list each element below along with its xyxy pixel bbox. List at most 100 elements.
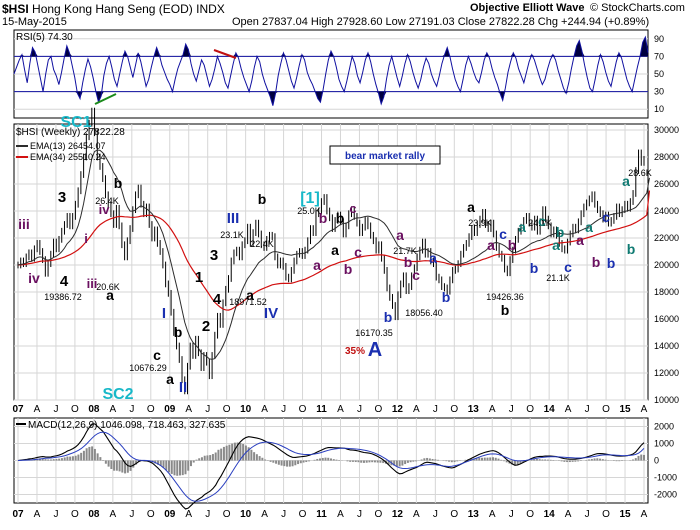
elliott-wave-label: b [508,237,517,253]
price-tick-label: 26000 [654,179,679,189]
rsi-tick-label: 10 [654,104,664,114]
elliott-wave-label: a [313,257,321,273]
price-x-tick-label: O [450,404,458,415]
elliott-wave-label: a [246,287,254,303]
elliott-wave-label: a [467,199,475,215]
price-x-tick-label: 12 [392,404,404,415]
rsi-divergence-marker [213,49,237,59]
elliott-wave-label: SC1 [60,114,91,131]
price-x-tick-label: O [147,404,155,415]
price-tick-label: 14000 [654,341,679,351]
price-point-label: 28.6K [628,168,652,178]
price-x-tick-label: 09 [164,404,176,415]
macd-x-tick-label: A [34,509,41,520]
price-x-tick-label: 11 [316,404,327,415]
elliott-wave-label: b [607,255,616,271]
elliott-wave-label: c [153,347,161,363]
elliott-wave-label: c [412,267,420,283]
elliott-wave-label: b [556,224,565,240]
elliott-wave-label: a [585,219,593,235]
ema13-legend-label: EMA(13) 26454.07 [30,141,106,151]
price-point-label: 21.1K [546,273,570,283]
price-x-tick-label: A [110,404,117,415]
macd-x-tick-label: 10 [240,509,252,520]
macd-x-tick-label: A [489,509,496,520]
elliott-wave-label: b [530,260,539,276]
elliott-wave-label: c [602,209,610,225]
price-x-tick-label: 15 [619,404,631,415]
elliott-wave-label: a [106,287,114,303]
price-x-tick-label: J [205,404,210,415]
macd-signal-line [17,431,645,502]
elliott-wave-label: a [576,232,584,248]
macd-x-tick-label: 12 [392,509,404,520]
price-x-tick-label: 10 [240,404,252,415]
annotation-text: bear market rally [345,151,425,162]
price-x-tick-label: 13 [468,404,480,415]
elliott-wave-label: 3 [58,189,66,206]
price-x-tick-label: A [413,404,420,415]
chart-date: 15-May-2015 [2,16,67,28]
elliott-wave-label: II [179,379,187,396]
macd-x-tick-label: A [413,509,420,520]
price-x-tick-label: A [565,404,572,415]
macd-x-tick-label: O [299,509,307,520]
rsi-tick-label: 70 [654,51,664,61]
bear-market-rally-box: bear market rally [329,145,441,165]
elliott-wave-label: 4 [213,291,222,308]
price-point-label: 19386.72 [44,292,82,302]
price-point-label: 25.0K [297,206,321,216]
price-x-tick-label: 08 [88,404,100,415]
elliott-wave-label: IV [264,305,278,322]
macd-x-tick-label: A [641,509,648,520]
price-point-label: 16170.35 [355,328,393,338]
macd-x-tick-label: 14 [544,509,556,520]
price-x-tick-label: J [281,404,286,415]
index-name: Hong Kong Hang Seng (EOD) [32,2,193,16]
macd-x-tick-label: J [433,509,438,520]
elliott-wave-label: iv [99,202,111,217]
elliott-wave-label: b [627,241,636,257]
exchange-label: INDX [196,2,225,16]
macd-x-tick-label: O [147,509,155,520]
price-x-tick-label: A [261,404,268,415]
macd-x-tick-label: A [110,509,117,520]
elliott-wave-label: c [349,201,356,216]
elliott-wave-label: b [258,191,267,207]
elliott-wave-label: a [518,219,526,235]
price-x-tick-label: O [223,404,231,415]
elliott-wave-label: b [344,261,353,277]
macd-x-tick-label: O [602,509,610,520]
elliott-wave-label: 4 [60,273,69,290]
macd-x-tick-label: O [223,509,231,520]
rsi-title: RSI(5) 74.30 [16,32,73,43]
elliott-wave-label: iii [87,276,98,291]
price-point-label: 23.1K [220,230,244,240]
chart-symbol-title: $HSI Hong Kong Hang Seng (EOD) INDX [2,2,225,16]
macd-x-tick-label: O [375,509,383,520]
price-point-label: 20.6K [96,282,120,292]
elliott-wave-label: iii [18,216,30,232]
macd-x-tick-label: A [261,509,268,520]
percent-decline-label: 35% [345,346,365,357]
elliott-wave-label: a [622,173,630,189]
elliott-wave-label: I [162,305,166,322]
rsi-line [13,35,649,106]
macd-x-tick-label: 08 [88,509,100,520]
price-point-label: 22.4K [250,239,274,249]
ema13-line [17,149,650,360]
price-tick-label: 18000 [654,287,679,297]
elliott-wave-label: a [429,250,437,266]
price-x-tick-label: O [299,404,307,415]
price-x-tick-label: A [337,404,344,415]
price-x-tick-label: J [585,404,590,415]
elliott-wave-label: i [84,231,88,246]
rsi-tick-label: 50 [654,69,664,79]
price-x-tick-label: 14 [544,404,556,415]
price-tick-label: 30000 [654,125,679,135]
elliott-wave-label: A [368,339,382,361]
price-x-tick-label: J [509,404,514,415]
elliott-wave-label: III [227,210,240,227]
macd-tick-label: 1000 [654,439,674,449]
